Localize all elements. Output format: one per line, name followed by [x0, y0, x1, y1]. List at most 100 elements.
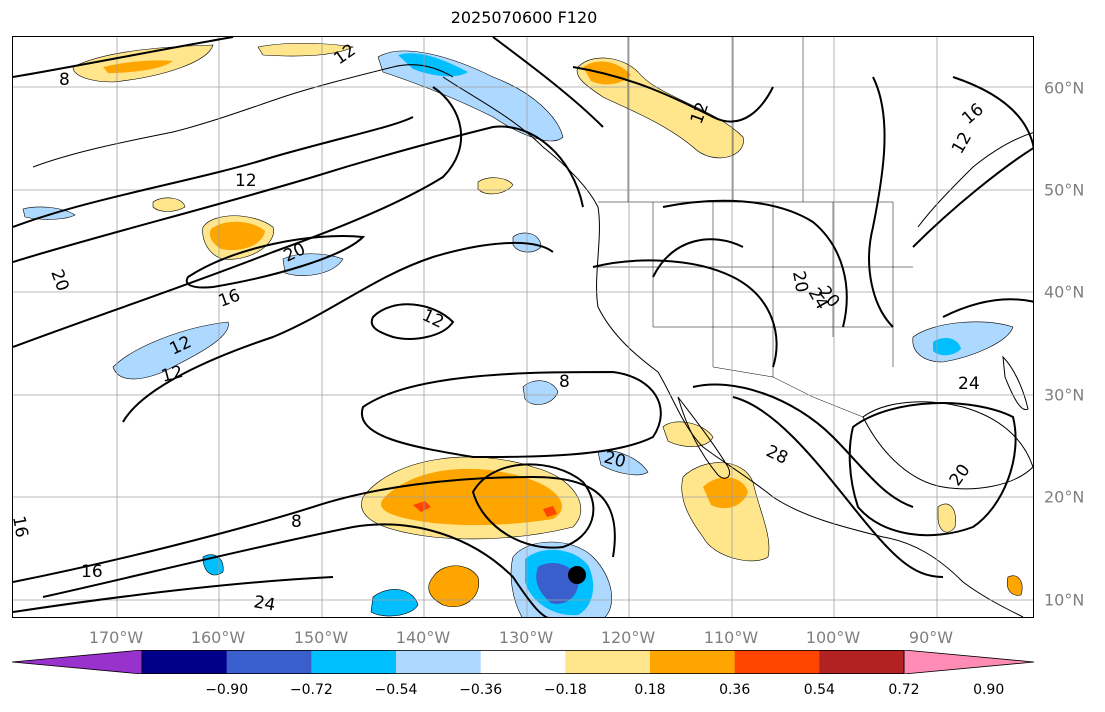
negative-anomaly-area	[112, 321, 229, 380]
colorbar-extend-high	[903, 650, 1035, 674]
lon-label: 130°W	[498, 628, 554, 647]
lon-label: 110°W	[703, 628, 759, 647]
anomaly-fills	[22, 42, 1023, 617]
colorbar-tick-label: −0.36	[459, 682, 503, 698]
contour-label: 24	[958, 374, 980, 394]
colorbar-outline	[141, 650, 905, 674]
colorbar-tick-label: 0.36	[719, 682, 751, 698]
colorbar-segment	[311, 650, 397, 674]
positive-anomaly-core	[413, 501, 431, 512]
lon-label: 90°W	[908, 628, 954, 647]
contour-line	[13, 576, 334, 613]
lon-label: 140°W	[395, 628, 451, 647]
colorbar-segment	[142, 650, 228, 674]
colorbar	[12, 650, 1035, 674]
contour-line	[592, 259, 778, 368]
lon-label: 120°W	[600, 628, 656, 647]
contour-line	[868, 76, 894, 328]
lon-label: 100°W	[805, 628, 861, 647]
contour-label: 24	[252, 592, 277, 615]
contour-label: 16	[81, 562, 103, 582]
contour-label: 8	[59, 70, 70, 90]
lat-label: 10°N	[1044, 590, 1085, 610]
negative-anomaly-area	[398, 53, 468, 77]
contour-line	[13, 116, 414, 228]
map-panel: 8 12 12 12 16 20 20 12 12 8 20 28 16 8 1…	[12, 36, 1034, 618]
contour-label: 12	[419, 305, 447, 332]
positive-anomaly-area	[576, 57, 744, 159]
colorbar-tick-label: 0.72	[888, 682, 920, 698]
contour-line	[370, 303, 455, 340]
contour-label: 12	[159, 362, 185, 387]
colorbar-segment	[480, 650, 566, 674]
contour-line	[572, 66, 774, 123]
contour-label: 16	[216, 286, 243, 312]
colorbar-tick-label: −0.90	[205, 682, 249, 698]
negative-anomaly-area	[370, 589, 419, 617]
positive-anomaly-area	[257, 42, 354, 57]
contour-line	[912, 147, 1033, 248]
graticule	[13, 37, 1033, 617]
lat-label: 30°N	[1044, 385, 1085, 405]
contour-line	[122, 241, 554, 423]
north-america-east-coast	[917, 132, 1033, 228]
contour-line	[732, 396, 944, 578]
colorbar-tick-label: −0.72	[289, 682, 333, 698]
positive-anomaly-area	[209, 221, 265, 251]
positive-anomaly-area	[583, 61, 631, 85]
contour-line	[13, 86, 462, 348]
colorbar-tick-label: 0.90	[973, 682, 1005, 698]
positive-anomaly-area	[152, 197, 186, 212]
negative-anomaly-area	[933, 337, 961, 356]
negative-anomaly-area	[912, 321, 1014, 363]
contour-line	[13, 475, 616, 583]
contour-line	[492, 37, 604, 128]
contour-line	[13, 125, 584, 263]
colorbar-segment	[819, 650, 905, 674]
contour-line	[692, 383, 914, 508]
contour-line	[360, 370, 662, 459]
positive-anomaly-area	[662, 421, 714, 447]
lon-label: 170°W	[88, 628, 144, 647]
colorbar-segment	[226, 650, 312, 674]
contour-label: 8	[559, 372, 570, 392]
colorbar-tick-label: −0.54	[374, 682, 418, 698]
contour-line	[185, 235, 366, 289]
contour-label: 12	[948, 129, 976, 158]
colorbar-tick-label: 0.54	[803, 682, 835, 698]
contour-label: 20	[946, 461, 975, 490]
positive-anomaly-core	[543, 506, 557, 517]
lat-label: 60°N	[1044, 78, 1085, 98]
contour-line	[13, 37, 234, 78]
positive-anomaly-area	[103, 60, 173, 73]
florida	[1002, 355, 1029, 411]
contour-label: 16	[13, 514, 32, 539]
negative-anomaly-area	[522, 380, 559, 405]
negative-anomaly-area	[597, 450, 649, 476]
contour-label: 16	[958, 100, 987, 129]
contour-label: 20	[788, 269, 811, 294]
contour-line	[652, 238, 744, 278]
positive-anomaly-area	[703, 477, 748, 509]
colorbar-segments	[12, 650, 1035, 674]
contour-line	[848, 402, 1017, 537]
storm-center-marker	[568, 566, 586, 584]
colorbar-segment	[396, 650, 482, 674]
map-canvas: 8 12 12 12 16 20 20 12 12 8 20 28 16 8 1…	[13, 37, 1033, 617]
contour-lines	[13, 37, 1033, 617]
map-title: 2025070600 F120	[450, 8, 598, 27]
positive-anomaly-area	[937, 503, 956, 533]
colorbar-segment	[650, 650, 736, 674]
colorbar-tick-label: −0.18	[543, 682, 587, 698]
positive-anomaly-area	[477, 177, 514, 195]
lat-label: 40°N	[1044, 282, 1085, 302]
baja-california	[677, 396, 731, 479]
contour-label: 12	[235, 171, 257, 191]
contour-line	[662, 199, 848, 328]
political-borders	[598, 37, 913, 418]
gulf-of-mexico	[862, 401, 1033, 490]
positive-anomaly-area	[428, 565, 480, 607]
negative-anomaly-area	[282, 253, 344, 276]
contour-line	[42, 523, 549, 617]
colorbar-segment	[565, 650, 651, 674]
